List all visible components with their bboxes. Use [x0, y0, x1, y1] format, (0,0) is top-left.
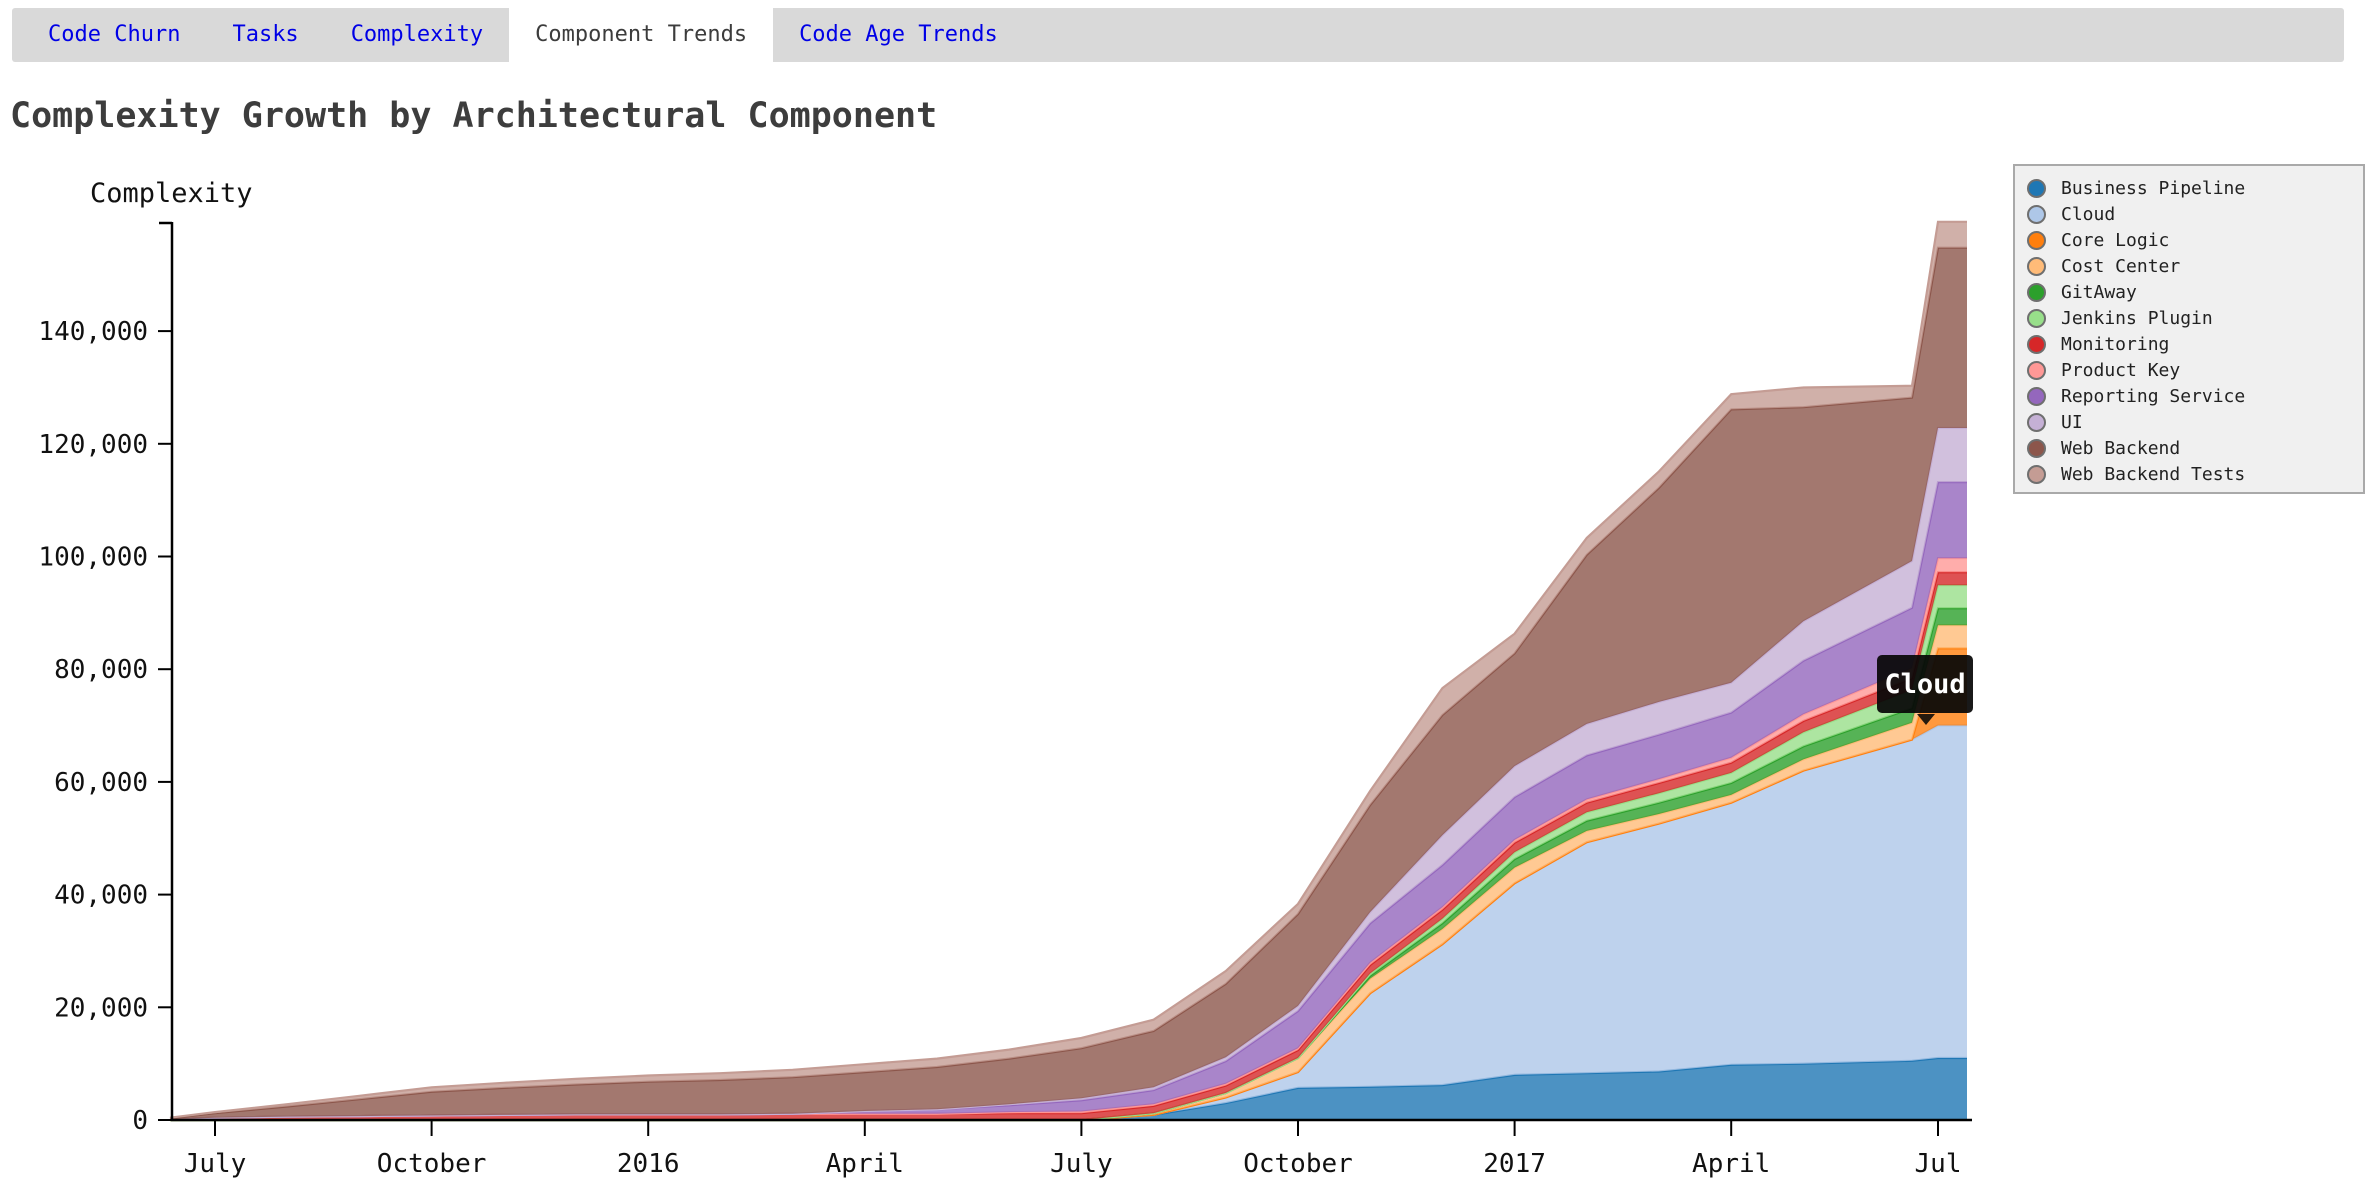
y-tick-label: 80,000 — [54, 655, 148, 685]
x-tick-label: 2017 — [1483, 1149, 1546, 1179]
area-cloud — [170, 725, 1967, 1120]
legend-label: Business Pipeline — [2061, 177, 2246, 199]
legend-item-core-logic: Core Logic — [2027, 227, 2363, 253]
y-tick-label: 120,000 — [38, 430, 148, 460]
hover-tooltip: Cloud — [1877, 655, 1973, 713]
legend-swatch-icon — [2027, 204, 2046, 224]
legend-swatch-icon — [2027, 334, 2046, 354]
tab-component-trends[interactable]: Component Trends — [509, 2, 774, 68]
hover-tooltip-label: Cloud — [1884, 668, 1966, 700]
legend-item-product-key: Product Key — [2027, 357, 2363, 383]
y-tick-label: 60,000 — [54, 768, 148, 798]
legend-swatch-icon — [2027, 464, 2046, 484]
legend-item-ui: UI — [2027, 409, 2363, 435]
legend-swatch-icon — [2027, 438, 2046, 458]
area-edge-web-backend-tests — [169, 220, 1967, 1119]
legend-swatch-icon — [2027, 360, 2046, 380]
tab-tasks[interactable]: Tasks — [232, 22, 299, 47]
legend-label: Web Backend — [2061, 437, 2181, 459]
y-tick-label: 0 — [132, 1106, 148, 1136]
area-web-backend — [170, 247, 1967, 1120]
y-tick-label: 40,000 — [54, 881, 148, 911]
legend-item-cost-center: Cost Center — [2027, 253, 2363, 279]
tooltip-caret-icon — [1917, 714, 1935, 725]
x-tick-label: July — [184, 1149, 247, 1179]
legend-label: Cloud — [2061, 203, 2116, 225]
legend-label: Cost Center — [2061, 255, 2181, 277]
legend-item-gitaway: GitAway — [2027, 279, 2363, 305]
legend-swatch-icon — [2027, 308, 2046, 328]
x-tick-label: April — [826, 1149, 904, 1179]
legend-item-business-pipeline: Business Pipeline — [2027, 175, 2363, 201]
x-tick-label: October — [1243, 1149, 1353, 1179]
legend-swatch-icon — [2027, 256, 2046, 276]
x-tick-label: October — [377, 1149, 487, 1179]
x-tick-label: Jul — [1915, 1149, 1962, 1179]
x-tick-label: July — [1050, 1149, 1113, 1179]
y-tick-label: 20,000 — [54, 993, 148, 1023]
legend-swatch-icon — [2027, 230, 2046, 250]
x-tick-label: April — [1692, 1149, 1770, 1179]
tab-code-age-trends[interactable]: Code Age Trends — [799, 22, 998, 47]
legend-item-monitoring: Monitoring — [2027, 331, 2363, 357]
legend-swatch-icon — [2027, 178, 2046, 198]
legend-item-jenkins-plugin: Jenkins Plugin — [2027, 305, 2363, 331]
legend-label: Jenkins Plugin — [2061, 307, 2213, 329]
legend-label: UI — [2061, 411, 2083, 433]
legend-item-cloud: Cloud — [2027, 201, 2363, 227]
legend-item-web-backend: Web Backend — [2027, 435, 2363, 461]
legend-item-web-backend-tests: Web Backend Tests — [2027, 461, 2363, 487]
page-title: Complexity Growth by Architectural Compo… — [10, 96, 938, 136]
legend-swatch-icon — [2027, 282, 2046, 302]
x-tick-label: 2016 — [617, 1149, 680, 1179]
area-business-pipeline — [170, 1058, 1967, 1120]
tab-code-churn[interactable]: Code Churn — [48, 22, 181, 47]
legend-item-reporting-service: Reporting Service — [2027, 383, 2363, 409]
legend-label: Reporting Service — [2061, 385, 2246, 407]
tab-complexity[interactable]: Complexity — [350, 22, 484, 47]
legend-label: GitAway — [2061, 281, 2137, 303]
legend-label: Core Logic — [2061, 229, 2170, 251]
y-tick-label: 140,000 — [38, 317, 148, 347]
legend-label: Web Backend Tests — [2061, 463, 2246, 485]
tab-bar: Code Churn Tasks Complexity Component Trend… — [12, 2, 2344, 68]
legend-swatch-icon — [2027, 412, 2046, 432]
legend-label: Monitoring — [2061, 333, 2170, 355]
legend-label: Product Key — [2061, 359, 2181, 381]
chart-legend: Business Pipeline Cloud Core Logic Cost Cen… — [2013, 164, 2365, 494]
legend-swatch-icon — [2027, 386, 2046, 406]
y-tick-label: 100,000 — [38, 543, 148, 573]
y-axis-title: Complexity — [90, 178, 253, 209]
